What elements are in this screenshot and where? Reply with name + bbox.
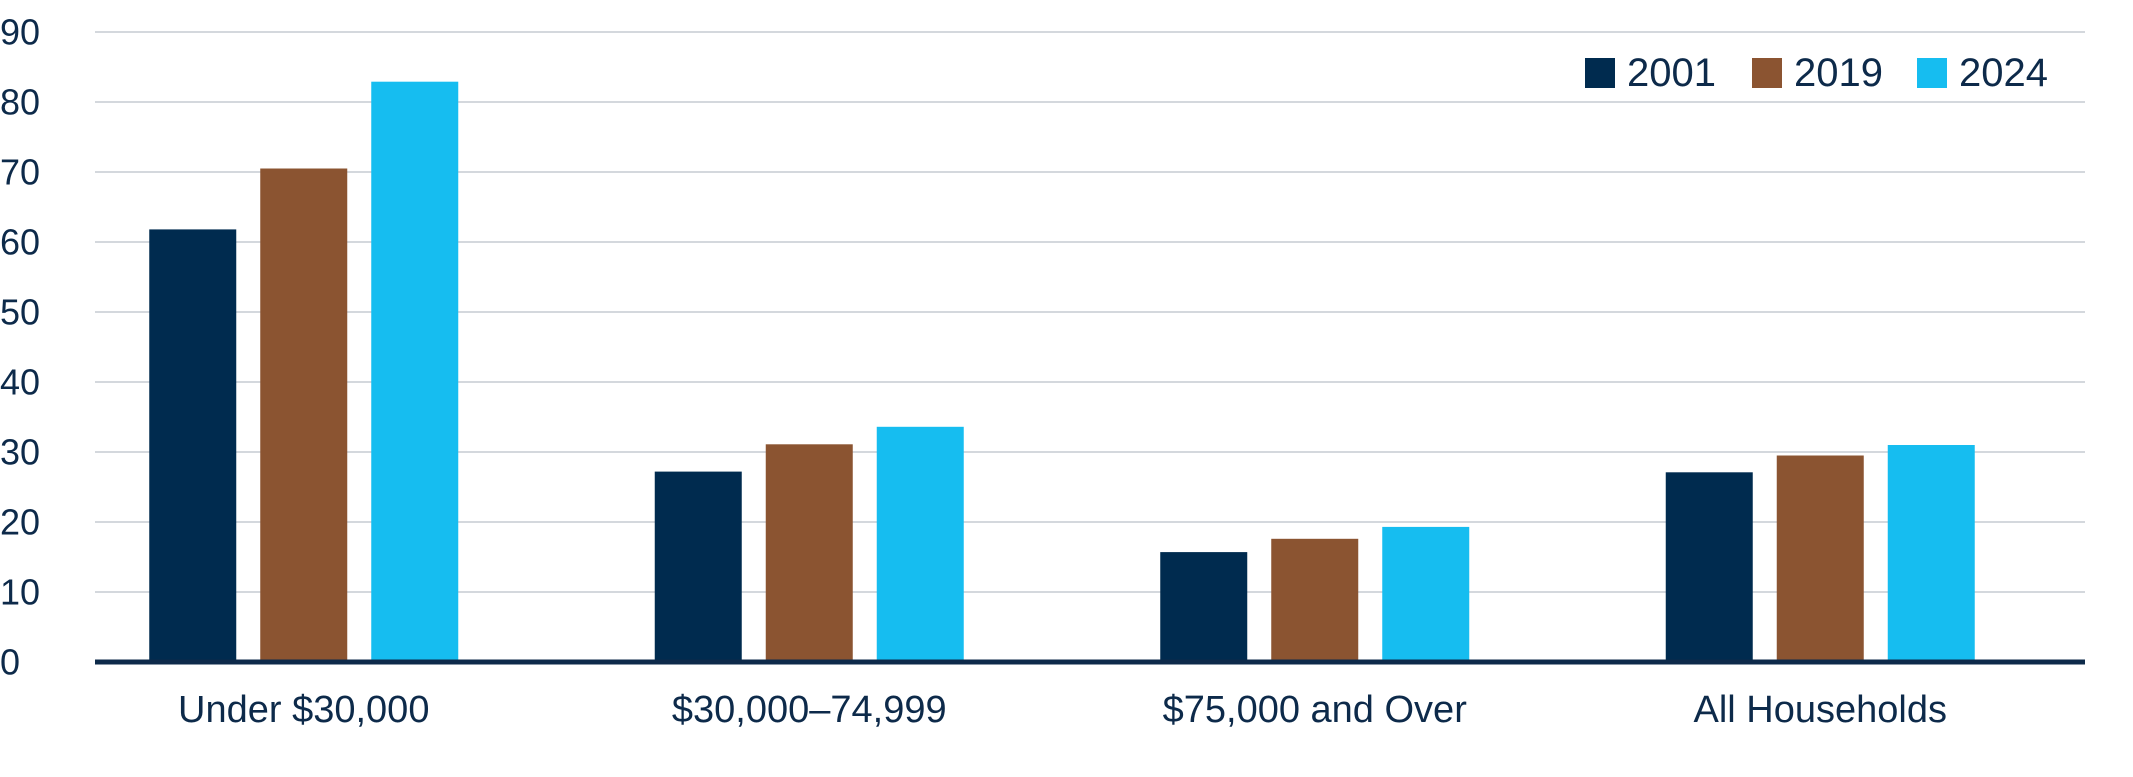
- bar-2024-1: [876, 426, 964, 662]
- bar-2019-1: [765, 444, 853, 662]
- bar-2024-0: [371, 81, 459, 662]
- y-tick-label: 40: [0, 362, 40, 403]
- y-tick-label: 30: [0, 432, 40, 473]
- y-tick-label: 60: [0, 222, 40, 263]
- x-category-label: All Households: [1694, 689, 1947, 731]
- y-tick-label: 90: [0, 12, 40, 53]
- bar-2001-3: [1665, 472, 1753, 662]
- legend-swatch-2001: [1585, 58, 1615, 88]
- bars: [149, 81, 1975, 662]
- y-axis-ticks: 0 10 20 30 40 50 60 70 80 90: [0, 12, 40, 683]
- legend-label: 2001: [1627, 51, 1716, 95]
- x-category-label: Under $30,000: [178, 689, 429, 731]
- bar-2019-2: [1271, 538, 1359, 662]
- bar-2001-2: [1160, 552, 1248, 662]
- x-axis-labels: Under $30,000 $30,000–74,999 $75,000 and O…: [178, 689, 1947, 731]
- y-tick-label: 0: [0, 642, 20, 683]
- x-category-label: $75,000 and Over: [1163, 689, 1468, 731]
- legend-label: 2024: [1959, 51, 2048, 95]
- y-tick-label: 70: [0, 152, 40, 193]
- bar-2001-0: [149, 229, 237, 662]
- y-tick-label: 20: [0, 502, 40, 543]
- y-tick-label: 10: [0, 572, 40, 613]
- legend-swatch-2024: [1917, 58, 1947, 88]
- bar-2024-2: [1382, 526, 1470, 662]
- bar-2019-0: [260, 168, 348, 662]
- bar-2019-3: [1776, 455, 1864, 662]
- legend-swatch-2019: [1752, 58, 1782, 88]
- y-tick-label: 80: [0, 82, 40, 123]
- bar-2024-3: [1887, 445, 1975, 662]
- x-category-label: $30,000–74,999: [672, 689, 947, 731]
- legend-label: 2019: [1794, 51, 1883, 95]
- y-tick-label: 50: [0, 292, 40, 333]
- bar-2001-1: [654, 471, 742, 662]
- legend: 2001 2019 2024: [1585, 51, 2048, 95]
